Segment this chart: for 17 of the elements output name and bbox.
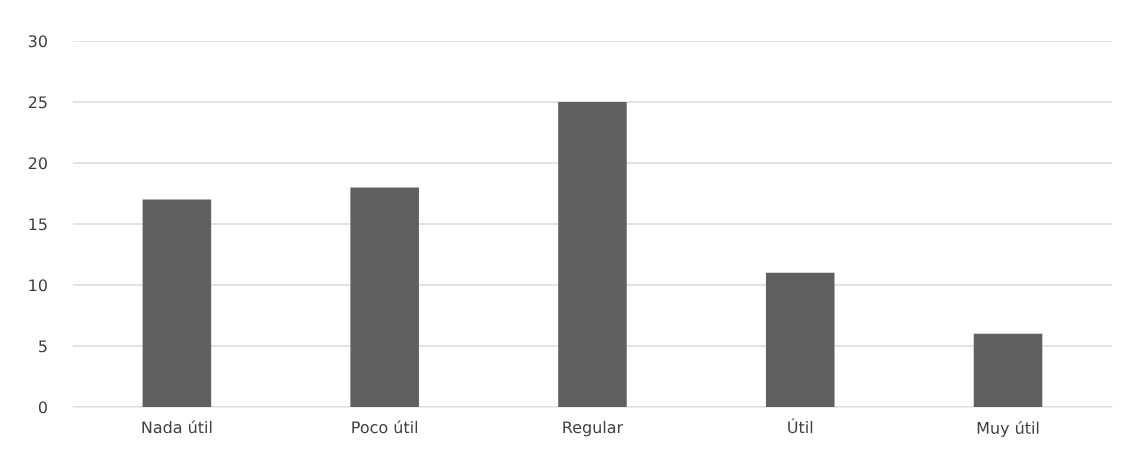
x-tick-label: Poco útil [352,420,418,434]
bar [973,333,1043,407]
y-tick-label: 30 [28,35,47,48]
x-tick-label: Nada útil [142,420,212,434]
bar [765,272,835,407]
bar [558,101,627,407]
bar [350,187,419,407]
y-tick-label: 0 [38,401,47,414]
y-tick-label: 20 [28,157,47,170]
y-tick-label: 5 [39,340,47,353]
bar [142,199,212,407]
y-tick-label: 15 [29,218,47,231]
y-tick-label: 10 [29,279,47,292]
x-tick-label: Regular [563,420,624,437]
x-tick-label: Muy útil [977,420,1039,437]
y-tick-label: 25 [28,96,47,109]
x-tick-label: Útil [788,418,813,434]
